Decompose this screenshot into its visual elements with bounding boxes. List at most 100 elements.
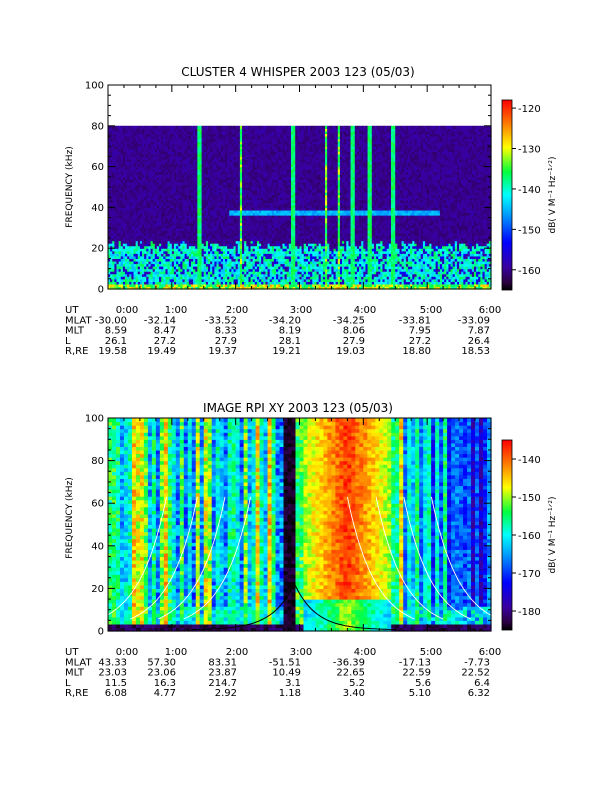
heatmap-cell: [184, 278, 188, 282]
heatmap-cell: [150, 189, 154, 193]
heatmap-cell: [165, 141, 169, 145]
heatmap-cell: [199, 227, 203, 231]
heatmap-cell: [152, 158, 156, 163]
heatmap-cell: [139, 263, 143, 267]
heatmap-cell: [142, 197, 145, 201]
heatmap-cell: [163, 278, 167, 282]
heatmap-cell: [150, 222, 154, 226]
heatmap-cell: [167, 176, 171, 180]
heatmap-cell: [195, 271, 198, 275]
heatmap-cell: [144, 250, 147, 254]
heatmap-cell: [193, 273, 196, 277]
heatmap-cell: [178, 130, 181, 135]
heatmap-cell: [150, 136, 154, 140]
heatmap-cell: [180, 258, 184, 262]
heatmap-cell: [169, 176, 173, 180]
heatmap-cell: [201, 161, 205, 165]
heatmap-cell: [171, 181, 175, 186]
heatmap-cell: [186, 176, 190, 180]
heatmap-cell: [180, 207, 184, 211]
heatmap-cell: [146, 141, 150, 145]
heatmap-cell: [197, 174, 201, 178]
heatmap-cell: [110, 128, 113, 132]
heatmap-cell: [142, 171, 145, 175]
heatmap-cell: [167, 243, 171, 247]
heatmap-cell: [114, 245, 118, 249]
heatmap-cell: [152, 199, 156, 203]
heatmap-cell: [176, 176, 179, 180]
heatmap-cell: [190, 161, 194, 165]
heatmap-cell: [197, 248, 201, 252]
heatmap-cell: [108, 174, 111, 178]
heatmap-cell: [190, 283, 194, 288]
heatmap-cell: [171, 136, 175, 140]
heatmap-cell: [146, 217, 150, 221]
heatmap-cell: [122, 245, 126, 249]
heatmap-cell: [116, 225, 120, 229]
heatmap-cell: [180, 263, 184, 267]
heatmap-cell: [190, 215, 194, 219]
heatmap-cell: [131, 253, 135, 257]
heatmap-cell: [137, 161, 141, 165]
heatmap-cell: [195, 286, 198, 290]
heatmap-cell: [199, 133, 203, 137]
heatmap-cell: [165, 230, 169, 234]
heatmap-cell: [127, 209, 130, 214]
heatmap-cell: [161, 197, 164, 201]
heatmap-cell: [139, 133, 143, 137]
heatmap-cell: [116, 209, 120, 214]
heatmap-cell: [125, 192, 128, 196]
heatmap-cell: [122, 176, 126, 180]
heatmap-cell: [169, 194, 173, 198]
heatmap-cell: [142, 253, 145, 257]
heatmap-cell: [127, 232, 130, 237]
heatmap-cell: [197, 220, 201, 224]
heatmap-cell: [118, 204, 122, 208]
heatmap-cell: [186, 197, 190, 201]
heatmap-cell: [131, 235, 135, 239]
heatmap-cell: [108, 138, 111, 142]
heatmap-cell: [122, 222, 126, 226]
heatmap-cell: [133, 179, 137, 183]
heatmap-cell: [159, 158, 162, 163]
heatmap-cell: [108, 171, 111, 175]
heatmap-cell: [139, 248, 143, 252]
heatmap-cell: [148, 227, 152, 231]
heatmap-cell: [201, 273, 205, 277]
heatmap-cell: [156, 161, 160, 165]
heatmap-cell: [139, 222, 143, 226]
heatmap-cell: [188, 278, 192, 282]
heatmap-cell: [165, 273, 169, 277]
heatmap-cell: [125, 125, 128, 129]
heatmap-cell: [193, 161, 196, 165]
heatmap-cell: [146, 220, 150, 224]
heatmap-cell: [193, 222, 196, 226]
heatmap-cell: [159, 286, 162, 290]
heatmap-cell: [118, 276, 122, 280]
heatmap-cell: [154, 151, 158, 155]
heatmap-cell: [186, 130, 190, 135]
heatmap-cell: [193, 217, 196, 221]
heatmap-cell: [112, 263, 115, 267]
heatmap-cell: [178, 243, 181, 247]
heatmap-cell: [148, 268, 152, 272]
heatmap-cell: [127, 169, 130, 173]
heatmap-cell: [154, 187, 158, 191]
heatmap-cell: [159, 181, 162, 186]
heatmap-cell: [190, 128, 194, 132]
heatmap-cell: [193, 215, 196, 219]
heatmap-cell: [127, 189, 130, 193]
heatmap-cell: [108, 222, 111, 226]
heatmap-cell: [127, 243, 130, 247]
heatmap-cell: [129, 286, 133, 290]
heatmap-cell: [135, 250, 139, 254]
heatmap-cell: [118, 240, 122, 244]
heatmap-cell: [159, 215, 162, 219]
heatmap-cell: [156, 189, 160, 193]
heatmap-cell: [197, 164, 201, 168]
heatmap-cell: [150, 169, 154, 173]
heatmap-cell: [133, 276, 137, 280]
heatmap-cell: [156, 164, 160, 168]
heatmap-cell: [190, 184, 194, 188]
heatmap-cell: [165, 133, 169, 137]
